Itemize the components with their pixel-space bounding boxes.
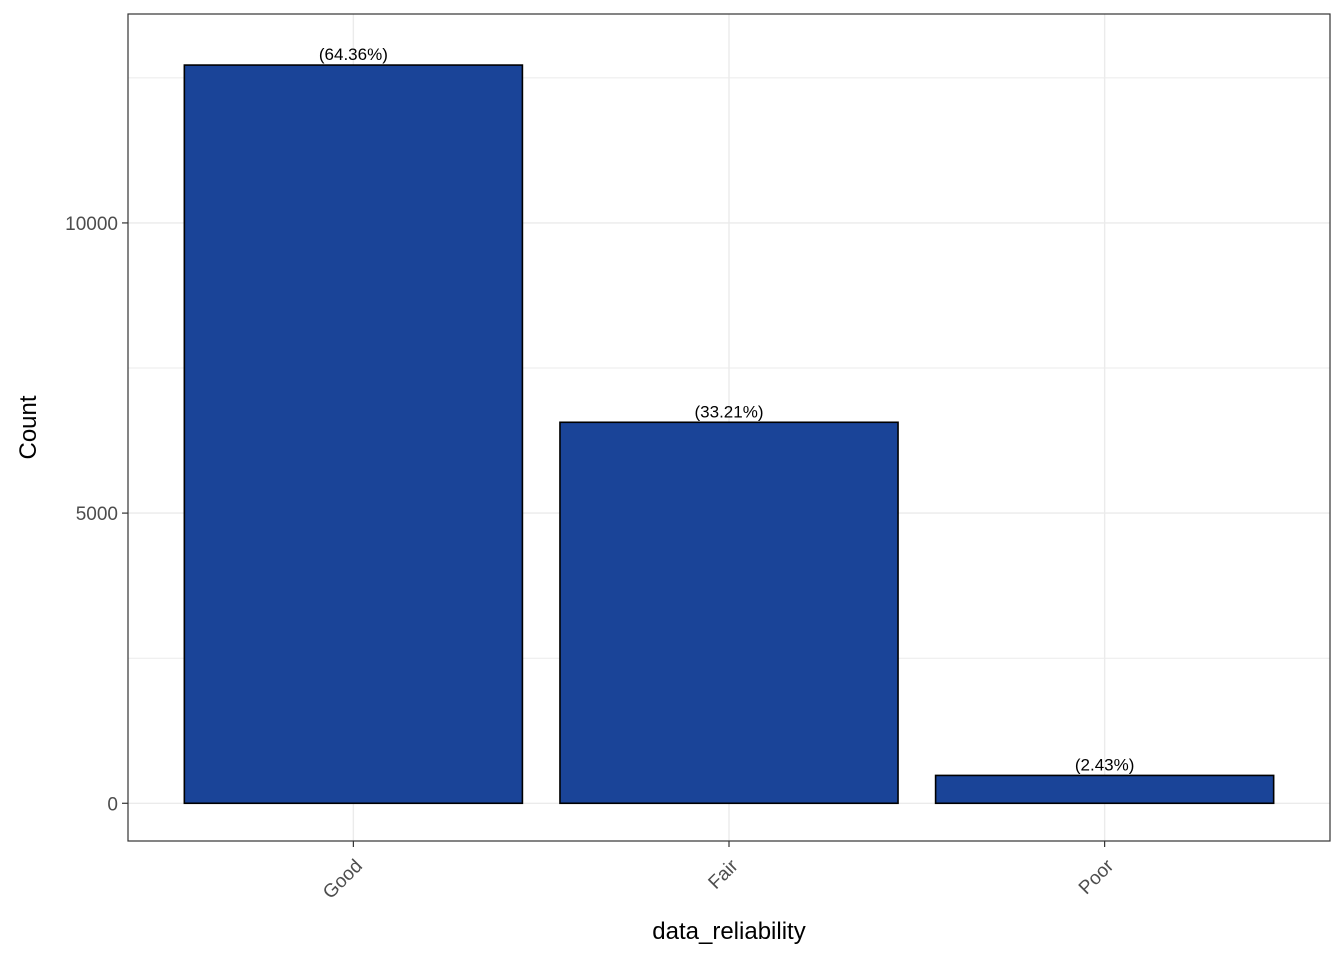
bar-data-labels: (64.36%) (33.21%) (2.43%)	[319, 45, 1135, 774]
x-tick-label: Good	[319, 856, 367, 904]
bar-good	[183, 64, 524, 805]
bar-data-label: (33.21%)	[695, 402, 764, 421]
x-axis-title: data_reliability	[652, 918, 805, 945]
y-tick-label: 10000	[65, 214, 118, 235]
bar-fair	[559, 421, 899, 805]
y-tick-label: 0	[107, 794, 118, 815]
x-axis: Good Fair Poor	[319, 841, 1119, 904]
x-tick-label: Poor	[1075, 855, 1119, 899]
x-tick-label: Fair	[705, 855, 743, 893]
y-axis-title: Count	[15, 395, 42, 459]
bar-data-label: (2.43%)	[1075, 755, 1135, 774]
y-tick-label: 5000	[76, 504, 118, 525]
bar-series	[183, 64, 1275, 805]
y-axis: 0 5000 10000	[65, 214, 128, 815]
bar-poor	[934, 774, 1275, 805]
bar-data-label: (64.36%)	[319, 45, 388, 64]
